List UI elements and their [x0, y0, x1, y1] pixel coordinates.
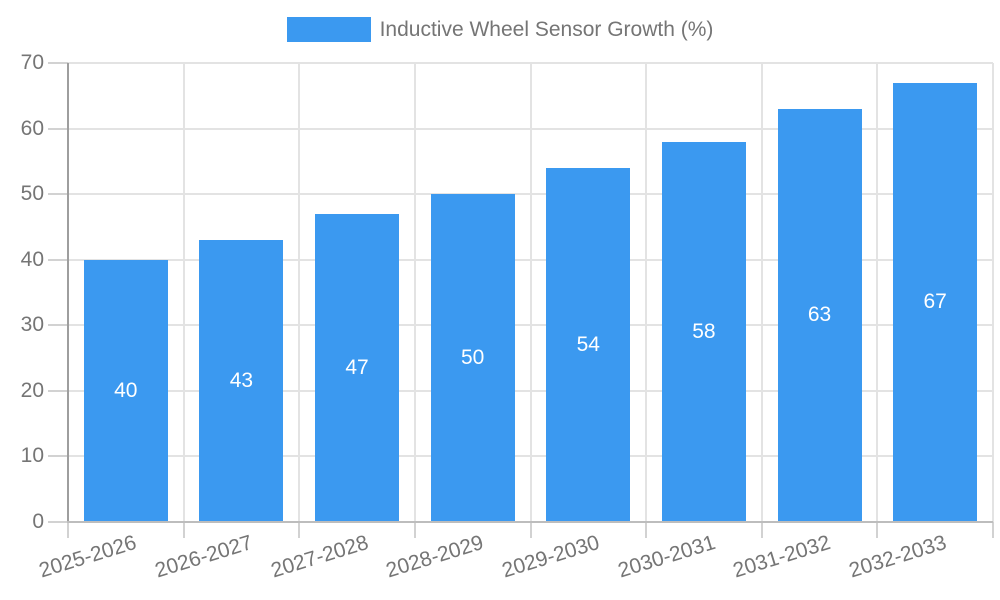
- gridline-x: [760, 63, 763, 522]
- bar[interactable]: [777, 108, 862, 522]
- y-tick-mark: [48, 455, 68, 458]
- legend-label: Inductive Wheel Sensor Growth (%): [379, 17, 714, 41]
- x-tick-mark: [876, 522, 879, 538]
- x-tick-mark: [760, 522, 763, 538]
- gridline-x: [992, 63, 994, 522]
- gridline-x: [182, 63, 185, 522]
- bar-value-label: 40: [114, 378, 138, 402]
- x-tick-label: 2025-2026: [36, 531, 140, 583]
- x-tick-label: 2030-2031: [614, 531, 718, 583]
- x-tick-label: 2029-2030: [499, 531, 603, 583]
- bar-value-label: 54: [576, 332, 600, 356]
- bar[interactable]: [430, 194, 515, 522]
- x-tick-label: 2032-2033: [846, 531, 949, 583]
- y-tick-label: 0: [32, 510, 44, 533]
- x-tick-label: 2026-2027: [152, 531, 256, 583]
- y-tick-mark: [48, 127, 68, 130]
- x-tick-mark: [298, 522, 301, 538]
- bar-value-label: 63: [807, 303, 832, 327]
- y-tick-mark: [48, 258, 68, 261]
- y-tick-mark: [48, 324, 68, 327]
- x-tick-label: 2028-2029: [383, 531, 487, 583]
- y-tick-label: 70: [20, 51, 44, 74]
- x-tick-label: 2027-2028: [268, 531, 371, 583]
- bar[interactable]: [83, 259, 168, 522]
- y-tick-label: 50: [20, 182, 44, 206]
- x-axis-line: [67, 521, 993, 523]
- y-tick-mark: [48, 193, 68, 196]
- bar[interactable]: [546, 167, 631, 522]
- gridline-x: [876, 63, 879, 522]
- x-tick-mark: [992, 522, 994, 538]
- y-axis-line: [67, 63, 69, 522]
- y-tick-mark: [48, 521, 68, 523]
- chart-legend[interactable]: Inductive Wheel Sensor Growth (%): [0, 17, 1000, 42]
- x-tick-mark: [67, 522, 69, 538]
- gridline-x: [298, 63, 301, 522]
- y-tick-label: 10: [20, 444, 44, 468]
- x-tick-mark: [645, 522, 648, 538]
- x-tick-label: 2031-2032: [730, 531, 834, 583]
- bar[interactable]: [199, 240, 284, 522]
- bar-value-label: 50: [461, 346, 485, 370]
- y-tick-mark: [48, 389, 68, 392]
- bar[interactable]: [315, 213, 400, 522]
- legend-swatch: [286, 17, 371, 42]
- y-tick-label: 30: [20, 313, 44, 337]
- x-tick-mark: [182, 522, 185, 538]
- gridline-x: [645, 63, 648, 522]
- y-tick-label: 60: [20, 116, 44, 140]
- gridline-x: [529, 63, 532, 522]
- y-tick-label: 40: [20, 247, 44, 271]
- bar-value-label: 67: [923, 290, 947, 314]
- bar-value-label: 47: [345, 355, 369, 379]
- y-tick-label: 20: [20, 378, 44, 402]
- x-tick-mark: [413, 522, 416, 538]
- bar[interactable]: [661, 141, 746, 522]
- bar-value-label: 58: [692, 319, 716, 343]
- y-tick-mark: [48, 62, 68, 64]
- bar[interactable]: [893, 82, 978, 522]
- gridline-x: [413, 63, 416, 522]
- x-tick-mark: [529, 522, 532, 538]
- bar-value-label: 43: [229, 369, 254, 393]
